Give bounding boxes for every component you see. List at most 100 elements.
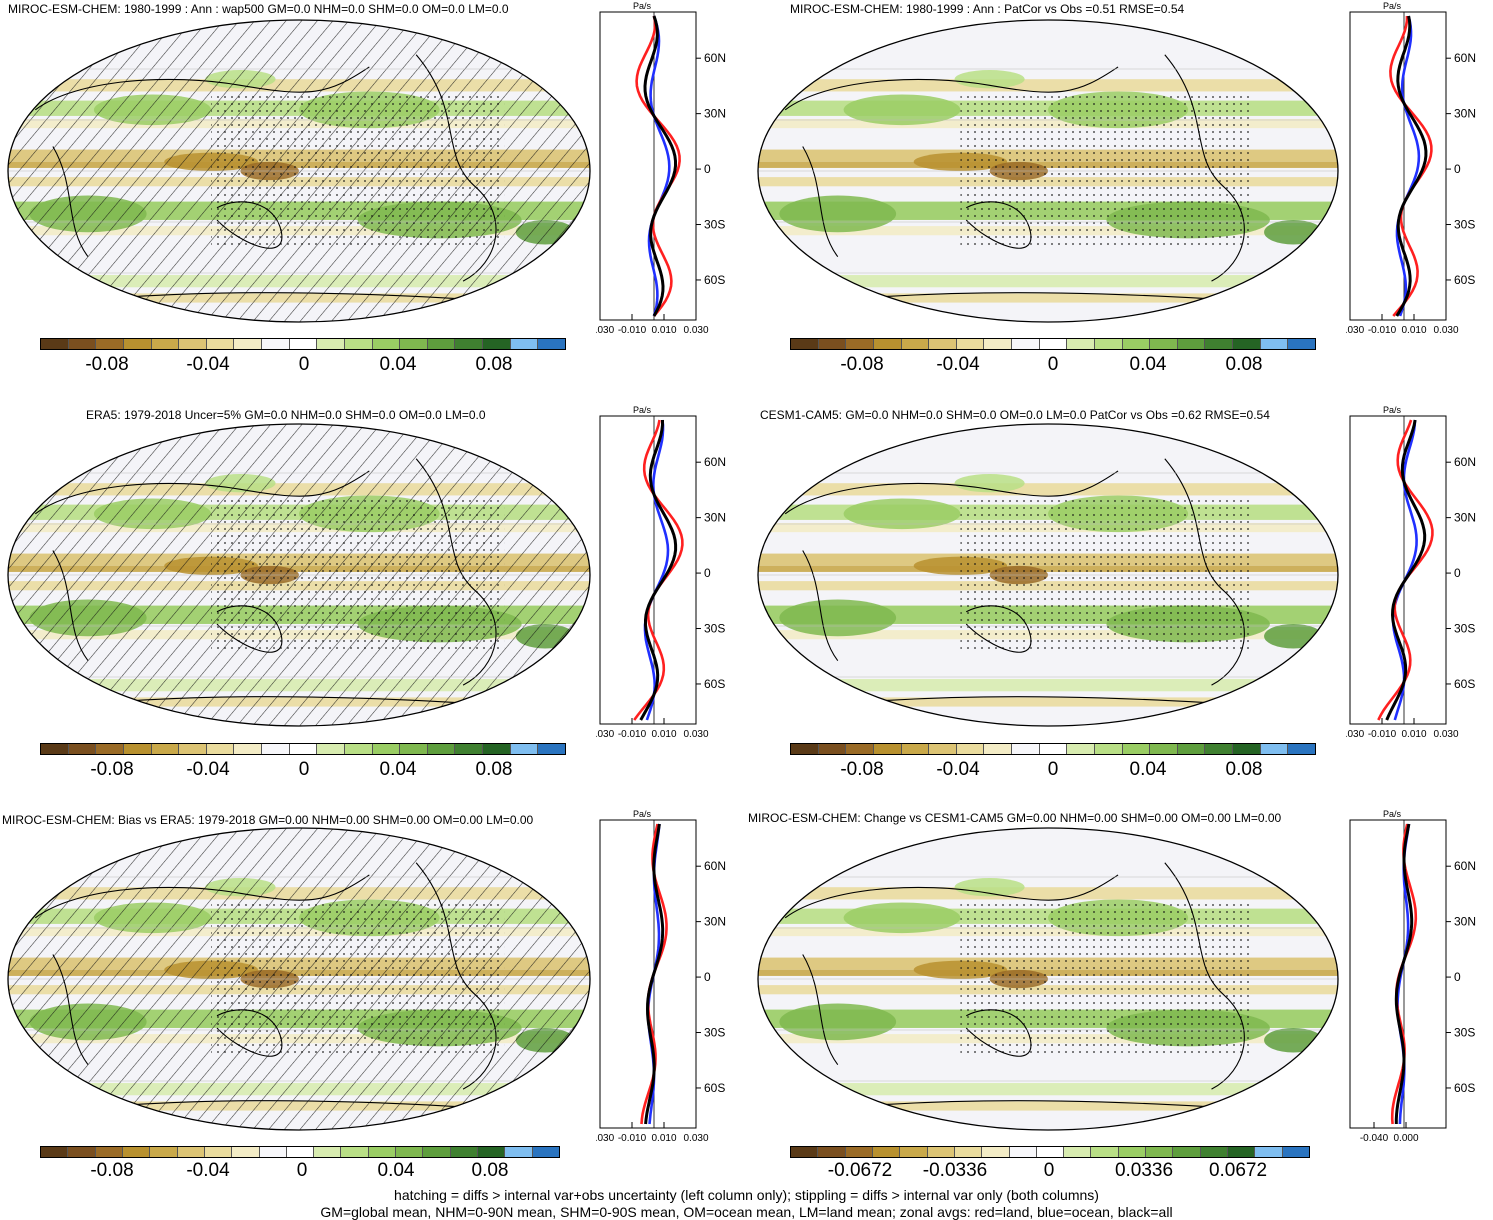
colorbar-label: 0.0672 (1208, 1160, 1268, 1181)
field-blob (843, 902, 961, 934)
coastline (34, 874, 370, 919)
zonal-x-label: -0.030 (596, 729, 615, 740)
zonal-unit-label: Pa/s (633, 405, 652, 415)
lat-label: 0 (704, 566, 711, 580)
colorbar-swatch (372, 339, 401, 349)
zonal-curve-all (639, 420, 678, 721)
colorbar-swatch (68, 744, 97, 754)
zonal-x-label: 0.010 (1401, 729, 1426, 740)
colorbar-swatch (68, 339, 97, 349)
colorbar-swatch (396, 1147, 424, 1157)
colorbar-swatch (1122, 339, 1151, 349)
colorbar-swatch (206, 744, 235, 754)
coastline (52, 146, 89, 258)
zonal-curve-all (1395, 15, 1428, 317)
colorbar-label: 0.04 (377, 1160, 415, 1181)
colorbar-label: -0.04 (186, 1160, 230, 1181)
colorbar-swatch (1260, 339, 1289, 349)
colorbar-swatch (234, 744, 262, 754)
colorbar-swatch (372, 744, 401, 754)
colorbar-label: 0.08 (475, 354, 513, 375)
colorbar-swatch (151, 339, 180, 349)
footer-note: hatching = diffs > internal var+obs unce… (394, 1187, 1099, 1203)
zonal-unit-label: Pa/s (1383, 405, 1402, 415)
lat-label: 30S (704, 1026, 725, 1040)
colorbar-swatch (289, 339, 318, 349)
lat-label: 30S (1454, 622, 1475, 636)
colorbar-swatch (317, 339, 345, 349)
zonal-x-label: 0.010 (651, 325, 676, 336)
colorbar-swatch (510, 744, 539, 754)
coastline (34, 470, 370, 515)
zonal-mean-plot: Pa/s 60N 30N 0 30S 60S -0.030-0.010 0.010 0.030 (596, 405, 726, 740)
zonal-curve-ocean (647, 15, 671, 317)
colorbar-swatch (984, 744, 1012, 754)
coastline (52, 954, 89, 1066)
colorbar-swatch (427, 339, 456, 349)
colorbar-swatch (929, 744, 957, 754)
colorbar-swatch (1122, 744, 1151, 754)
coastline (34, 66, 370, 111)
world-map (757, 827, 1339, 1131)
colorbar-swatch (1233, 744, 1261, 754)
colorbar-label: 0 (1043, 1160, 1055, 1181)
colorbar (40, 338, 566, 350)
zonal-x-label: 0.030 (683, 1133, 708, 1144)
colorbar-label: -0.04 (186, 759, 230, 780)
colorbar-swatch (423, 1147, 451, 1157)
colorbar-label: -0.0336 (922, 1160, 988, 1181)
colorbar-swatch (1012, 339, 1040, 349)
panel-title: MIROC-ESM-CHEM: 1980-1999 : Ann : wap500… (8, 2, 509, 16)
lat-label: 30S (704, 622, 725, 636)
zonal-unit-label: Pa/s (1383, 1, 1402, 11)
colorbar-swatch (206, 339, 235, 349)
colorbar-swatch (1288, 744, 1315, 754)
zonal-curve-all (1385, 419, 1427, 721)
map-outline (757, 827, 1339, 1131)
colorbar-label: 0.04 (1129, 759, 1167, 780)
world-map (7, 827, 591, 1131)
field-blob (779, 599, 897, 637)
field-band (758, 293, 1338, 303)
lat-label: 60S (1454, 677, 1475, 691)
colorbar-swatch (505, 1147, 533, 1157)
colorbar-swatch (1067, 339, 1095, 349)
colorbar-swatch (1146, 1147, 1174, 1157)
colorbar-swatch (1205, 339, 1233, 349)
world-map (7, 423, 591, 727)
colorbar-label: -0.04 (936, 759, 980, 780)
colorbar-swatch (846, 744, 874, 754)
colorbar-label: 0.08 (1225, 759, 1263, 780)
map-outline (757, 19, 1339, 323)
coastline (802, 550, 839, 662)
colorbar-swatch (344, 339, 373, 349)
colorbar-swatch (1036, 1147, 1065, 1157)
colorbar-swatch (929, 339, 957, 349)
colorbar-swatch (95, 1147, 123, 1157)
colorbar-swatch (344, 744, 373, 754)
lat-label: 30S (704, 218, 725, 232)
zonal-x-label: -0.030 (1346, 729, 1365, 740)
colorbar-label: 0.08 (475, 759, 513, 780)
colorbar-swatch (96, 339, 124, 349)
coastline (802, 954, 839, 1066)
colorbar-swatch (1091, 1147, 1119, 1157)
lat-label: 0 (1454, 566, 1461, 580)
coastline (784, 874, 1119, 919)
colorbar-swatch (845, 1147, 873, 1157)
lat-label: 60N (1454, 455, 1476, 469)
colorbar-swatch (151, 744, 180, 754)
coastline (52, 550, 89, 662)
colorbar-swatch (791, 339, 819, 349)
coastline (965, 201, 1032, 249)
world-map (757, 423, 1339, 727)
field-band (758, 1101, 1338, 1111)
colorbar-swatch (538, 339, 565, 349)
zonal-x-label: 0.010 (651, 1133, 676, 1144)
colorbar-swatch (510, 339, 539, 349)
panel-title: CESM1-CAM5: GM=0.0 NHM=0.0 SHM=0.0 OM=0.… (760, 408, 1270, 422)
lat-label: 0 (704, 162, 711, 176)
zonal-x-label: 0.030 (1433, 325, 1458, 336)
zonal-curve-all (644, 823, 665, 1125)
footer-note: GM=global mean, NHM=0-90N mean, SHM=0-90… (320, 1204, 1173, 1220)
